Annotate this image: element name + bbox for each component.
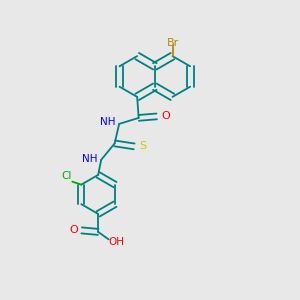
Text: NH: NH (100, 117, 116, 128)
Text: OH: OH (109, 237, 125, 248)
Text: O: O (161, 111, 170, 122)
Text: NH: NH (82, 154, 98, 164)
Text: S: S (139, 141, 146, 152)
Text: Cl: Cl (61, 171, 71, 181)
Text: Br: Br (167, 38, 178, 48)
Text: O: O (70, 225, 79, 236)
